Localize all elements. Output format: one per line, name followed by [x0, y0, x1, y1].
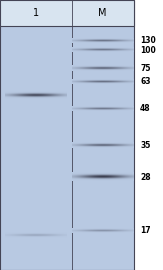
Text: 17: 17: [140, 227, 151, 235]
Text: 28: 28: [140, 173, 151, 182]
Text: 75: 75: [140, 64, 151, 73]
Text: 100: 100: [140, 46, 156, 55]
Text: 48: 48: [140, 104, 151, 113]
Bar: [0, 0, 134, 270]
Text: 35: 35: [140, 141, 151, 150]
Text: 63: 63: [140, 77, 151, 86]
Text: 130: 130: [140, 36, 156, 45]
Bar: [0, 0, 134, 26]
Text: 1: 1: [33, 8, 39, 18]
Text: M: M: [98, 8, 107, 18]
